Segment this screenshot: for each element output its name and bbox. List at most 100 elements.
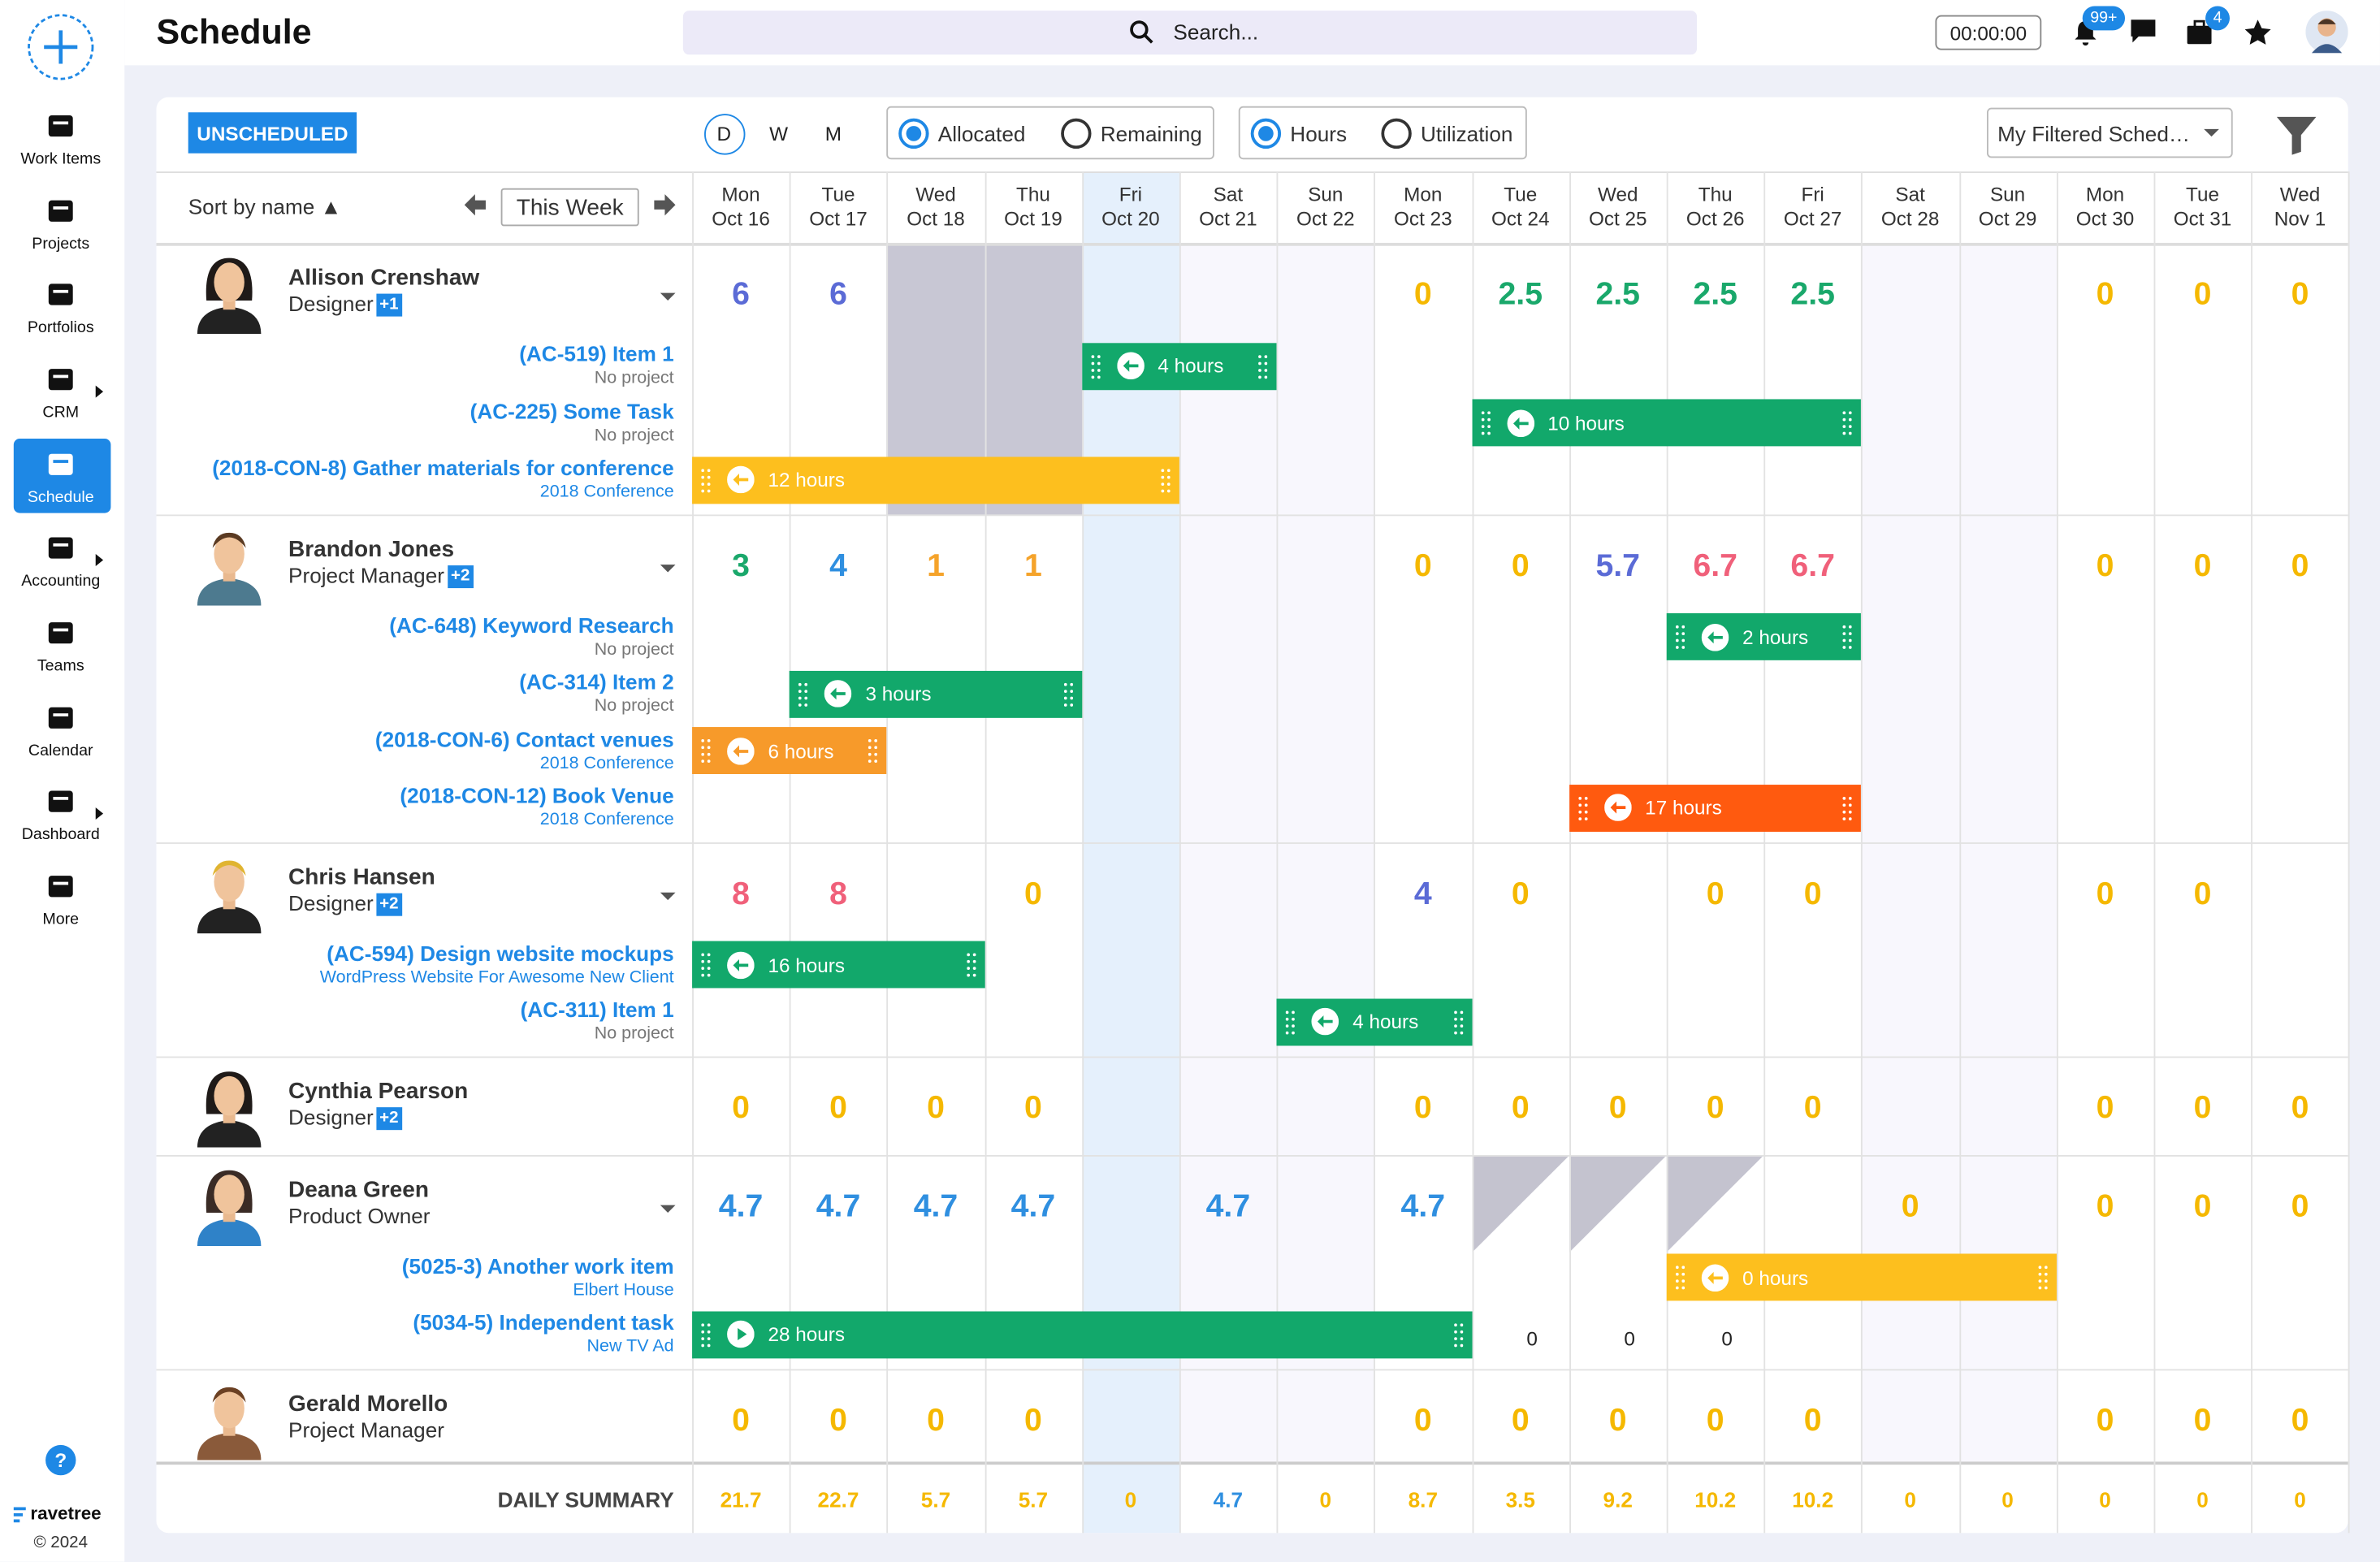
mode-option[interactable]: Allocated: [937, 121, 1026, 146]
bar-hours: 3 hours: [865, 681, 932, 705]
day-hours: 3: [732, 547, 750, 583]
day-hours: 0: [927, 1089, 945, 1125]
day-hours: 0: [2096, 1402, 2114, 1438]
day-hours: 0: [2291, 1089, 2309, 1125]
nav-caret: [95, 385, 104, 398]
task-project: 2018 Conference: [539, 754, 674, 772]
day-hours: 0: [1901, 1188, 1919, 1224]
briefcase-icon: [2186, 19, 2213, 45]
view-option[interactable]: M: [824, 122, 842, 145]
sidebar: [0, 0, 125, 1562]
task-bar[interactable]: 2 hours: [1666, 612, 1862, 660]
task-bar[interactable]: 28 hours: [692, 1310, 1472, 1358]
day-hours: 5.7: [1595, 547, 1641, 583]
nav-item[interactable]: Work Items: [20, 149, 102, 168]
task-bar[interactable]: 17 hours: [1569, 784, 1862, 832]
task-project: Elbert House: [573, 1280, 674, 1300]
expand-caret[interactable]: [660, 292, 676, 301]
bar-hours: 0 hours: [1742, 1266, 1809, 1289]
unit-option[interactable]: Hours: [1290, 121, 1348, 146]
task-bar[interactable]: 6 hours: [692, 727, 887, 774]
task-bar[interactable]: 4 hours: [1276, 997, 1472, 1045]
drag-handle: [1843, 624, 1853, 650]
summary-value: 22.7: [817, 1487, 859, 1512]
drag-handle: [868, 738, 878, 764]
task-title[interactable]: (2018-CON-12) Book Venue: [400, 783, 674, 808]
summary-value: 21.7: [720, 1487, 762, 1512]
day-date: Oct 16: [712, 206, 770, 230]
nav-caret: [95, 807, 104, 820]
bar-icon: [727, 737, 755, 764]
user-avatar: [2305, 11, 2348, 54]
task-bar[interactable]: 10 hours: [1471, 399, 1862, 447]
timer-box[interactable]: [1935, 15, 2042, 50]
task-title[interactable]: (AC-225) Some Task: [470, 398, 674, 423]
brand: ravetree: [30, 1502, 102, 1525]
unscheduled-button[interactable]: [188, 112, 357, 154]
sort-label[interactable]: Sort by name ▲: [188, 194, 342, 219]
task-bar[interactable]: 4 hours: [1081, 342, 1277, 390]
expand-caret[interactable]: [660, 891, 676, 900]
task-title[interactable]: (AC-594) Design website mockups: [327, 940, 674, 965]
expand-caret[interactable]: [660, 564, 676, 572]
nav-icon: [45, 786, 76, 816]
nav-item[interactable]: Calendar: [28, 742, 93, 760]
column-line: [692, 171, 694, 1534]
task-title[interactable]: (2018-CON-8) Gather materials for confer…: [212, 455, 674, 480]
task-title[interactable]: (5025-3) Another work item: [401, 1253, 674, 1278]
task-bar[interactable]: 16 hours: [692, 941, 984, 989]
day-weekday: Wed: [915, 183, 956, 206]
day-hours: 0: [2291, 277, 2309, 312]
nav-item[interactable]: CRM: [42, 403, 80, 422]
summary-value: 9.2: [1603, 1487, 1633, 1512]
day-weekday: Thu: [1698, 183, 1733, 206]
task-bar[interactable]: 12 hours: [692, 456, 1179, 504]
person-role: Project Manager: [288, 1417, 444, 1442]
day-hours: 0: [2193, 1089, 2212, 1125]
nav-item[interactable]: Projects: [32, 235, 90, 253]
nav-item[interactable]: Dashboard: [21, 825, 100, 844]
nav-item[interactable]: Portfolios: [27, 318, 94, 337]
task-title[interactable]: (AC-648) Keyword Research: [389, 612, 674, 637]
task-bar[interactable]: 3 hours: [790, 669, 1082, 717]
unit-option[interactable]: Utilization: [1421, 121, 1513, 146]
nav-item[interactable]: More: [42, 910, 80, 929]
summary-value: 0: [2001, 1487, 2014, 1512]
day-date: Oct 21: [1199, 206, 1257, 230]
task-title[interactable]: (AC-311) Item 1: [520, 997, 674, 1022]
page-title: Schedule: [156, 11, 312, 51]
expand-caret[interactable]: [660, 1204, 676, 1213]
day-hours: 0: [927, 1402, 945, 1438]
nav-item[interactable]: Schedule: [27, 488, 94, 507]
task-title[interactable]: (2018-CON-6) Contact venues: [374, 726, 674, 751]
bar-hours: 16 hours: [768, 953, 846, 976]
task-title[interactable]: (AC-519) Item 1: [519, 341, 674, 366]
day-weekday: Mon: [2085, 183, 2125, 206]
nav-item[interactable]: Accounting: [21, 571, 101, 591]
partial-cell: [1569, 1154, 1667, 1252]
partial-cell: [1471, 1154, 1569, 1252]
column-line: [1763, 171, 1766, 1534]
task-title[interactable]: (AC-314) Item 2: [519, 669, 674, 694]
day-hours: 8: [732, 876, 750, 911]
drag-handle: [701, 467, 711, 493]
view-option[interactable]: D: [716, 122, 732, 145]
day-weekday: Sat: [1895, 183, 1925, 206]
task-bar[interactable]: 0 hours: [1666, 1253, 2057, 1301]
day-remaining: 0: [1624, 1326, 1635, 1350]
nav-icon: [45, 703, 76, 733]
task-project: No project: [594, 369, 674, 387]
filter-select[interactable]: [1986, 107, 2233, 158]
star-icon: [2244, 18, 2273, 47]
avatar: [188, 1065, 270, 1147]
person-role: Project Manager: [288, 562, 444, 587]
day-hours: 2.5: [1595, 277, 1641, 312]
search-box[interactable]: [682, 11, 1698, 55]
nav-item[interactable]: Teams: [37, 656, 84, 676]
day-hours: 0: [1024, 1402, 1042, 1438]
view-option[interactable]: W: [769, 122, 789, 145]
mode-option[interactable]: Remaining: [1100, 121, 1202, 146]
day-hours: 4.7: [816, 1188, 861, 1224]
task-title[interactable]: (5034-5) Independent task: [413, 1309, 674, 1335]
help-icon: ?: [44, 1443, 77, 1477]
